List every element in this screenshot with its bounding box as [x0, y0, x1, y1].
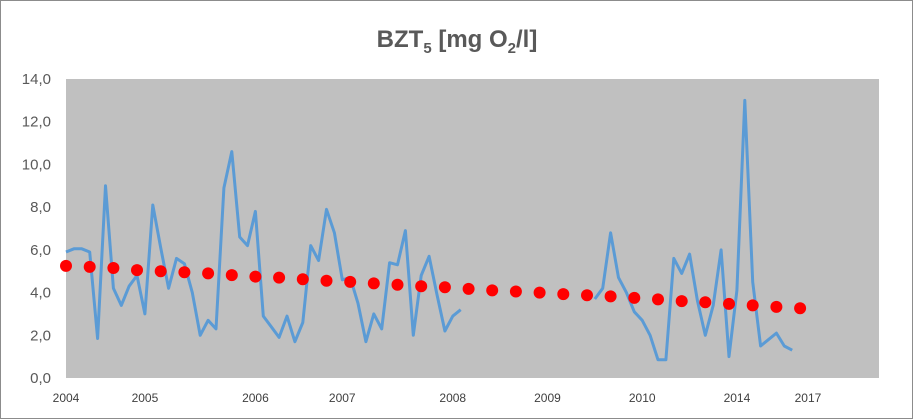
trend-point [533, 286, 546, 299]
title-subscript: 5 [423, 40, 431, 57]
trend-point [770, 300, 783, 313]
trend-point [438, 281, 451, 294]
x-tick-label: 2006 [242, 391, 269, 405]
x-tick-label: 2009 [534, 391, 561, 405]
series-layer [60, 98, 807, 362]
trend-point [557, 288, 570, 301]
x-tick-label: 2005 [132, 391, 159, 405]
trend-point [675, 295, 688, 308]
trend-point [652, 293, 664, 306]
title-unit-suffix: /l] [516, 26, 537, 53]
trend-point [604, 290, 617, 303]
title-unit-prefix: [mg O [432, 26, 508, 53]
y-tick-label: 10,0 [22, 156, 51, 173]
y-tick-label: 12,0 [22, 114, 51, 131]
trend-point [131, 264, 143, 277]
x-tick-label: 2007 [329, 391, 356, 405]
trend-point [486, 284, 499, 297]
trend-point [344, 275, 357, 288]
trend-point [699, 296, 712, 309]
trend-point [249, 270, 262, 283]
y-tick-label: 0,0 [30, 370, 51, 387]
y-tick-label: 4,0 [30, 285, 51, 302]
trend-point [320, 274, 333, 287]
x-axis-ticks: 2004 2005 2006 2007 2008 2009 2010 2014 2017 [53, 391, 822, 405]
y-axis-ticks: 0,0 2,0 4,0 6,0 8,0 10,0 12,0 14,0 [22, 71, 51, 387]
trend-point [723, 297, 735, 310]
trend-point [415, 280, 428, 293]
x-tick-label: 2008 [439, 391, 466, 405]
plot-area [66, 79, 879, 378]
series-line-segment [593, 98, 793, 362]
x-tick-label: 2014 [724, 391, 751, 405]
y-tick-label: 14,0 [22, 71, 51, 88]
trend-point [581, 289, 593, 302]
y-tick-label: 2,0 [30, 327, 51, 344]
trend-point [60, 259, 72, 272]
trend-point [794, 302, 807, 315]
trend-point [225, 269, 238, 282]
trend-point [154, 265, 167, 278]
trend-point [391, 278, 404, 291]
x-tick-label: 2010 [629, 391, 656, 405]
x-tick-label: 2017 [795, 391, 822, 405]
chart-title: BZT5 [mg O2/l] [377, 26, 538, 57]
trend-point [83, 260, 96, 273]
trend-point [178, 266, 191, 279]
trend-point [746, 299, 759, 312]
title-main: BZT [377, 26, 424, 53]
y-tick-label: 8,0 [30, 199, 51, 216]
trend-point [367, 277, 380, 290]
trend-point [273, 271, 286, 284]
trend-point [628, 291, 641, 304]
x-tick-label: 2004 [53, 391, 80, 405]
trend-point [107, 262, 120, 274]
trend-point [296, 273, 309, 286]
trend-point [509, 285, 522, 298]
title-unit-subscript: 2 [508, 40, 516, 57]
trend-point [202, 267, 215, 280]
series-line-segment [65, 150, 462, 344]
trend-point [462, 282, 475, 295]
y-tick-label: 6,0 [30, 242, 51, 259]
